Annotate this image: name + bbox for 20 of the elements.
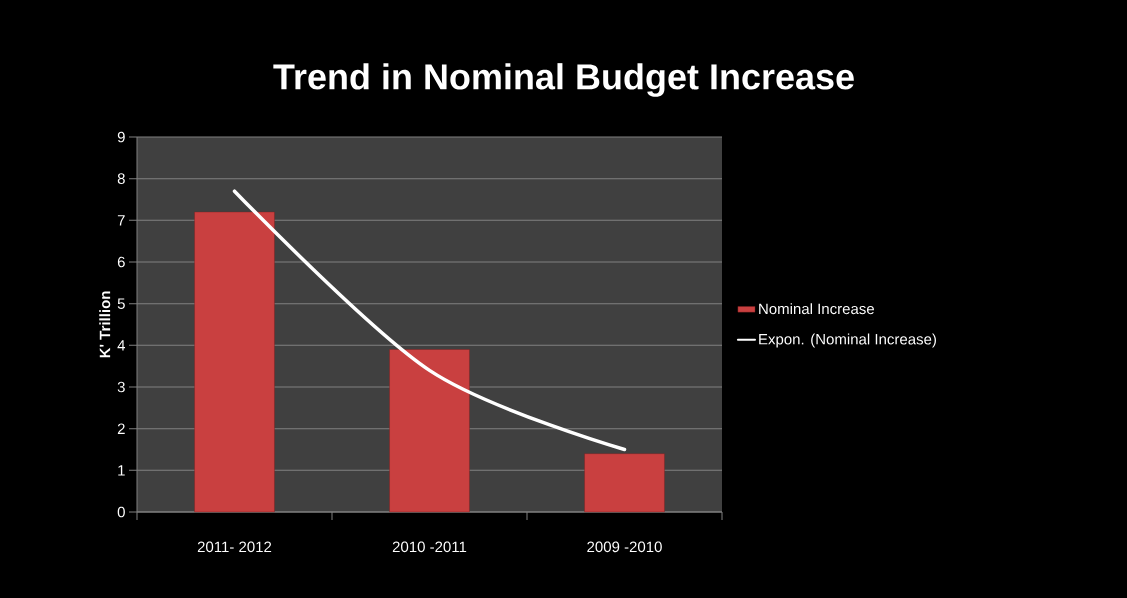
y-tick-label: 0 — [117, 506, 125, 518]
y-tick-label: 8 — [117, 173, 125, 184]
y-tick-label: 7 — [117, 215, 125, 226]
bar — [194, 211, 275, 513]
x-tick-label: 2011- 2012 — [197, 541, 272, 553]
y-tick-label: 9 — [117, 131, 125, 143]
bar — [389, 349, 470, 513]
bar — [584, 453, 665, 513]
y-tick-label: 5 — [117, 298, 125, 309]
y-tick-label: 4 — [117, 340, 126, 351]
x-tick-label: 2010 -2011 — [392, 541, 467, 553]
legend-label: Expon. (Nominal Increase) — [759, 333, 936, 348]
y-tick-label: 2 — [117, 423, 125, 434]
x-tick-label: 2009 -2010 — [587, 541, 662, 553]
y-axis-title: K' Trillion — [99, 291, 111, 358]
y-tick-label: 1 — [118, 465, 125, 476]
chart-title: Trend in Nominal Budget Increase — [273, 63, 854, 97]
legend-label: Nominal Increase — [759, 303, 874, 315]
y-tick-label: 6 — [117, 256, 125, 268]
y-tick-label: 3 — [117, 381, 125, 393]
